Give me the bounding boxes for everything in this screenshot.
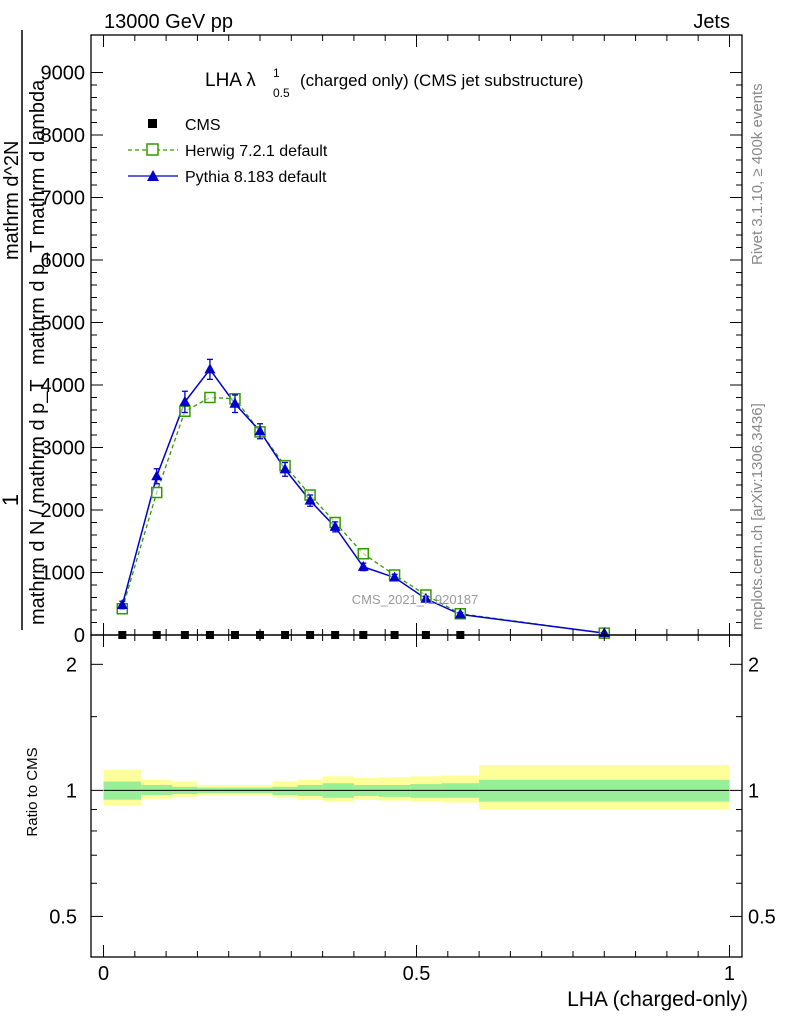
y-label-right-top: mathrm d^2N — [1, 141, 23, 260]
analysis-label: CMS_2021_I1920187 — [352, 592, 479, 607]
ratio-bands — [103, 764, 730, 810]
y-tick-label: 2000 — [41, 500, 86, 522]
herwig-point — [204, 391, 216, 404]
x-tick-label: 0.5 — [403, 963, 431, 985]
y-label-right-bottom: mathrm d p_T mathrm d lambda — [27, 79, 49, 365]
energy-label: 13000 GeV pp — [104, 11, 233, 33]
legend-marker-pythia — [147, 170, 159, 181]
ratio-tick-label-right: 1 — [748, 780, 759, 802]
legend-label-pythia: Pythia 8.183 default — [185, 169, 327, 186]
ratio-band-inner — [378, 784, 411, 797]
pythia-point — [329, 520, 341, 531]
y-tick-label: 7000 — [41, 188, 86, 210]
pythia-point — [229, 397, 241, 408]
legend-marker-cms — [148, 119, 157, 128]
axes: 0 1000 2000 3000 4000 5000 6000 7000 8000 9000 0 0.… — [41, 34, 776, 985]
y-tick-label: 6000 — [41, 250, 86, 272]
y-tick-label: 5000 — [41, 313, 86, 335]
ratio-tick-label: 2 — [66, 654, 77, 676]
pythia-point — [151, 470, 163, 481]
pythia-point — [357, 560, 369, 571]
main-series — [116, 358, 611, 639]
legend-label-herwig: Herwig 7.2.1 default — [185, 143, 328, 160]
ratio-tick-label-right: 0.5 — [748, 906, 776, 928]
x-tick-label: 0 — [98, 963, 109, 985]
pythia-point — [304, 494, 316, 505]
plot-title: LHA λ 1 0.5 (charged only) (CMS jet subs… — [205, 66, 583, 100]
legend: CMS Herwig 7.2.1 default Pythia 8.183 de… — [128, 117, 328, 186]
y-tick-label: 3000 — [41, 438, 86, 460]
pythia-point — [454, 608, 466, 619]
y-axis-label: 1 mathrm d N / mathrm d p_T mathrm d^2N … — [0, 30, 49, 630]
legend-marker-herwig — [146, 143, 159, 156]
y-label-numerator: 1 — [0, 494, 23, 506]
title-superscript: 1 — [273, 66, 280, 80]
y-tick-label: 1000 — [41, 563, 86, 585]
y-tick-label: 4000 — [41, 375, 86, 397]
pythia-point — [116, 599, 128, 609]
y-label-denominator: mathrm d N / mathrm d p_T — [27, 379, 49, 625]
ratio-band-inner — [272, 786, 298, 795]
pythia-point — [420, 592, 432, 603]
ratio-tick-label: 1 — [66, 780, 77, 802]
rivet-label: Rivet 3.1.10, ≥ 400k events — [749, 83, 766, 265]
title-subscript: 0.5 — [273, 86, 290, 100]
y-tick-label: 8000 — [41, 125, 86, 147]
title-rest: (charged only) (CMS jet substructure) — [300, 71, 583, 90]
herwig-point — [357, 548, 370, 560]
pythia-point — [179, 395, 191, 406]
y-tick-label: 0 — [74, 625, 85, 647]
pythia-point — [204, 363, 216, 374]
ratio-y-label: Ratio to CMS — [24, 747, 41, 836]
pythia-point — [279, 463, 291, 474]
y-tick-label: 9000 — [41, 63, 86, 85]
ratio-tick-label-right: 2 — [748, 654, 759, 676]
pythia-point — [254, 425, 266, 436]
ratio-band-inner — [410, 784, 442, 798]
x-axis-label: LHA (charged-only) — [567, 988, 748, 1011]
mcplots-label: mcplots.cern.ch [arXiv:1306.3436] — [749, 403, 766, 630]
legend-label-cms: CMS — [185, 117, 221, 134]
x-tick-label: 1 — [724, 963, 735, 985]
pythia-point — [389, 571, 401, 582]
ratio-tick-label: 0.5 — [49, 906, 77, 928]
herwig-point — [150, 486, 163, 499]
category-label: Jets — [693, 11, 730, 33]
title-main: LHA λ — [205, 70, 256, 91]
